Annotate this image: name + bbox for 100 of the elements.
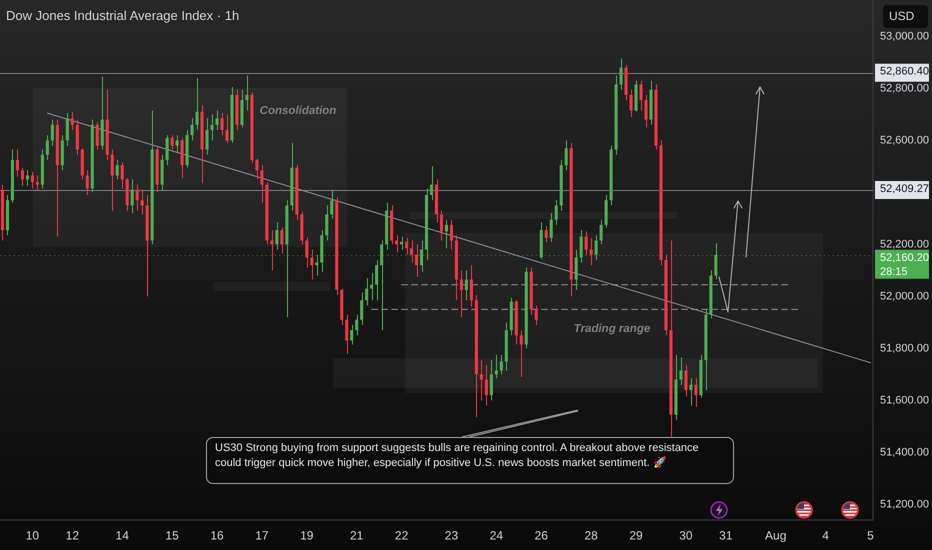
candlestick <box>30 171 34 189</box>
candlestick <box>225 114 229 144</box>
candlestick <box>196 78 199 130</box>
candlestick <box>260 164 264 204</box>
candlestick <box>679 357 682 386</box>
ref-line-label: 52,860.40 <box>880 66 929 78</box>
x-tick-label: 5 <box>867 528 874 543</box>
candlestick <box>355 314 358 336</box>
candlestick <box>16 149 20 178</box>
candlestick <box>255 158 258 180</box>
annotation: Trading range <box>574 323 650 335</box>
y-axis-title: USD <box>883 5 928 28</box>
candlestick <box>600 219 603 245</box>
y-tick-label: 52,200.00 <box>880 238 929 250</box>
ref-line-label: 52,160.20 <box>880 252 929 264</box>
candlestick <box>554 200 558 226</box>
candlestick <box>405 237 408 256</box>
candlestick <box>550 212 553 242</box>
candlestick <box>470 264 473 308</box>
candlestick <box>70 111 74 130</box>
candlestick <box>96 122 99 150</box>
candlestick <box>86 170 89 196</box>
candlestick <box>484 364 488 406</box>
y-tick-label: 51,600.00 <box>880 394 929 406</box>
candlestick <box>176 134 179 153</box>
x-tick-label: 28 <box>584 528 598 543</box>
candlestick <box>440 210 444 241</box>
x-tick-label: 29 <box>629 528 644 543</box>
candlestick <box>520 330 523 378</box>
candlestick <box>450 219 454 250</box>
candlestick <box>110 149 114 212</box>
candlestick <box>66 112 69 146</box>
candlestick <box>444 219 448 249</box>
candlestick <box>644 94 648 128</box>
x-tick-label: 12 <box>66 528 80 543</box>
candlestick <box>345 314 348 354</box>
candlestick <box>580 230 583 264</box>
candlestick <box>480 360 483 401</box>
candlestick <box>360 292 364 326</box>
candlestick <box>564 140 568 171</box>
y-tick-label: 53,000.00 <box>880 30 929 42</box>
candlestick <box>315 254 318 276</box>
candlestick <box>620 58 623 90</box>
x-tick-label: 30 <box>679 528 693 543</box>
candlestick <box>464 270 468 301</box>
ref-line-label: 52,409.27 <box>880 183 929 196</box>
candlestick <box>50 119 54 146</box>
x-tick-label: 21 <box>350 528 364 543</box>
candlestick <box>500 354 503 375</box>
candlestick <box>205 118 209 156</box>
y-tick-label: 52,800.00 <box>880 82 929 94</box>
candlestick <box>26 170 29 186</box>
x-tick-label: 23 <box>444 528 458 543</box>
candlestick <box>365 278 368 306</box>
candlestick <box>420 240 424 272</box>
candlestick <box>210 114 214 141</box>
x-tick-label: Aug <box>765 528 786 543</box>
candlestick <box>490 360 493 401</box>
candlestick <box>714 242 718 280</box>
candlestick <box>170 134 174 150</box>
candlestick <box>460 270 463 318</box>
x-tick-label: 4 <box>822 528 830 543</box>
candlestick <box>140 189 144 215</box>
candlestick <box>46 134 49 160</box>
candlestick <box>245 74 248 111</box>
x-tick-label: 31 <box>719 528 733 543</box>
x-tick-label: 26 <box>534 528 548 543</box>
candlestick <box>544 226 548 242</box>
candlestick <box>584 230 588 256</box>
candlestick <box>574 249 578 290</box>
candlestick <box>694 378 698 408</box>
text: 28:15 <box>880 266 908 278</box>
x-tick-label: 14 <box>116 528 130 543</box>
y-tick-label: 51,800.00 <box>880 342 929 354</box>
x-tick-label: 24 <box>490 528 504 543</box>
annotation: US30 Strong buying from support suggests bulls are regaining control. A breakout above resistance could trigger quick move higher, especially if positive U.S. news boosts market sentiment. 🚀 <box>215 441 700 471</box>
y-tick-label: 52,600.00 <box>880 134 929 146</box>
candlestick <box>305 237 308 268</box>
candlestick <box>220 112 224 136</box>
x-tick-label: 17 <box>255 528 269 543</box>
candlestick <box>375 260 378 301</box>
candlestick <box>380 240 384 331</box>
y-tick-label: 52,000.00 <box>880 290 929 302</box>
y-tick-label: 51,200.00 <box>880 498 929 510</box>
x-tick-label: 22 <box>394 528 409 543</box>
candlestick <box>395 234 398 253</box>
candlestick <box>190 118 194 141</box>
candlestick <box>494 354 498 379</box>
candlestick <box>410 240 414 264</box>
candlestick <box>20 167 24 186</box>
y-tick-label: 51,400.00 <box>880 446 929 458</box>
candlestick <box>136 184 139 212</box>
candlestick <box>400 236 404 250</box>
annotation: Consolidation <box>260 105 336 117</box>
candlestick <box>639 80 643 111</box>
candlestick <box>270 230 274 271</box>
candlestick <box>36 175 39 190</box>
candlestick <box>590 237 593 266</box>
candlestick <box>689 378 692 406</box>
candlestick <box>594 234 598 260</box>
